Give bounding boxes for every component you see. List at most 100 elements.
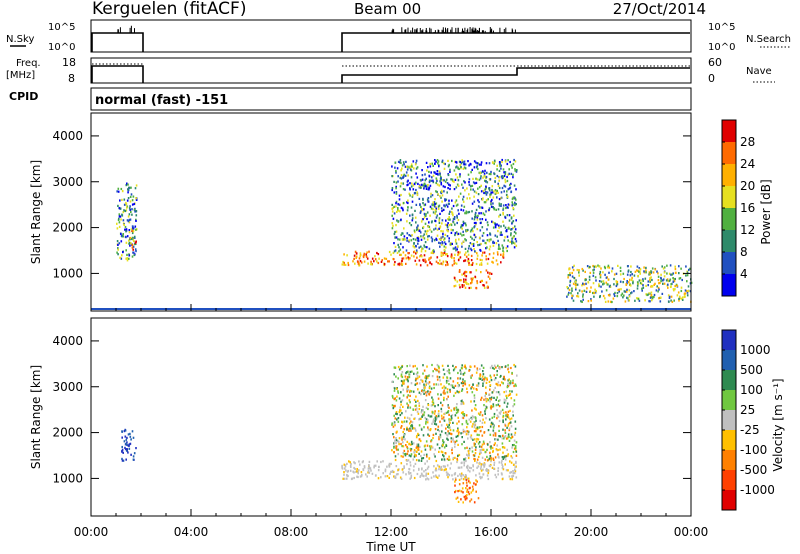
data-cell	[513, 363, 515, 367]
data-cell	[471, 279, 473, 283]
data-cell	[438, 262, 441, 265]
data-cell	[120, 234, 123, 237]
data-cell	[427, 235, 429, 238]
data-cell	[476, 480, 478, 483]
data-cell	[492, 424, 495, 427]
data-cell	[365, 253, 367, 256]
data-cell	[393, 366, 396, 369]
data-cell	[575, 279, 577, 282]
data-cell	[679, 277, 682, 280]
data-cell	[483, 380, 485, 383]
data-cell	[486, 398, 489, 401]
data-cell	[508, 204, 511, 207]
data-cell	[449, 168, 451, 171]
data-cell	[456, 183, 459, 186]
data-cell	[493, 443, 496, 446]
data-cell	[490, 205, 493, 208]
data-cell	[440, 450, 443, 453]
data-cell	[429, 165, 432, 168]
data-cell	[490, 379, 493, 382]
data-cell	[451, 386, 454, 389]
data-cell	[494, 180, 496, 183]
data-cell	[354, 262, 356, 265]
data-cell	[396, 418, 398, 421]
data-cell	[407, 450, 409, 453]
data-cell	[467, 257, 470, 261]
data-cell	[419, 211, 422, 214]
data-cell	[412, 160, 415, 163]
data-cell	[476, 433, 479, 436]
data-cell	[468, 183, 471, 186]
data-cell	[424, 448, 427, 451]
data-cell	[435, 216, 438, 219]
data-cell	[636, 297, 638, 300]
data-cell	[492, 403, 495, 406]
data-cell	[360, 471, 363, 474]
data-cell	[498, 169, 501, 172]
data-cell	[485, 255, 487, 258]
data-cell	[422, 202, 424, 205]
data-cell	[435, 238, 438, 241]
data-cell	[504, 463, 506, 466]
data-cell	[406, 376, 409, 379]
data-cell	[116, 251, 118, 254]
data-cell	[449, 421, 451, 424]
data-cell	[129, 218, 132, 221]
data-cell	[401, 167, 403, 170]
data-cell	[621, 292, 624, 295]
freq-panel: Freq. [MHz] 18 8 60 0 Nave	[6, 56, 775, 85]
data-cell	[605, 289, 608, 292]
data-cell	[467, 433, 470, 436]
data-cell	[477, 244, 479, 247]
data-cell	[393, 441, 396, 444]
data-cell	[498, 226, 500, 229]
data-cell	[567, 276, 569, 279]
data-cell	[426, 376, 429, 379]
data-cell	[655, 289, 658, 292]
data-cell	[409, 427, 411, 430]
data-cell	[619, 280, 622, 283]
data-cell	[491, 188, 493, 192]
data-cell	[668, 295, 671, 298]
data-cell	[400, 169, 402, 172]
data-cell	[480, 463, 483, 466]
data-cell	[629, 278, 631, 281]
data-cell	[412, 458, 415, 461]
data-cell	[649, 273, 652, 276]
data-cell	[494, 189, 497, 192]
data-cell	[380, 460, 382, 464]
freq-tick-top: 18	[62, 56, 76, 69]
data-cell	[597, 264, 599, 267]
data-cell	[481, 170, 484, 173]
data-cell	[117, 190, 120, 193]
data-cell	[433, 250, 435, 253]
data-cell	[507, 453, 510, 456]
data-cell	[466, 446, 468, 449]
data-cell	[354, 467, 356, 471]
data-cell	[412, 188, 415, 191]
data-cell	[505, 204, 507, 207]
data-cell	[400, 193, 402, 197]
data-cell	[441, 364, 444, 367]
data-cell	[438, 430, 441, 433]
data-cell	[123, 440, 126, 443]
data-cell	[437, 397, 440, 400]
data-cell	[479, 218, 481, 221]
data-cell	[401, 375, 404, 379]
data-cell	[396, 430, 398, 433]
data-cell	[472, 177, 474, 180]
data-cell	[413, 250, 416, 253]
data-cell	[464, 253, 466, 256]
data-cell	[686, 271, 689, 274]
data-cell	[430, 415, 433, 418]
data-cell	[477, 384, 480, 387]
data-cell	[658, 297, 660, 300]
data-cell	[501, 158, 503, 162]
data-cell	[462, 482, 465, 485]
data-cell	[489, 193, 491, 196]
data-cell	[448, 183, 450, 186]
beam-title: Beam 00	[354, 0, 421, 18]
colorbar-swatch	[722, 208, 736, 231]
colorbar-tick-label: 4	[740, 267, 748, 281]
